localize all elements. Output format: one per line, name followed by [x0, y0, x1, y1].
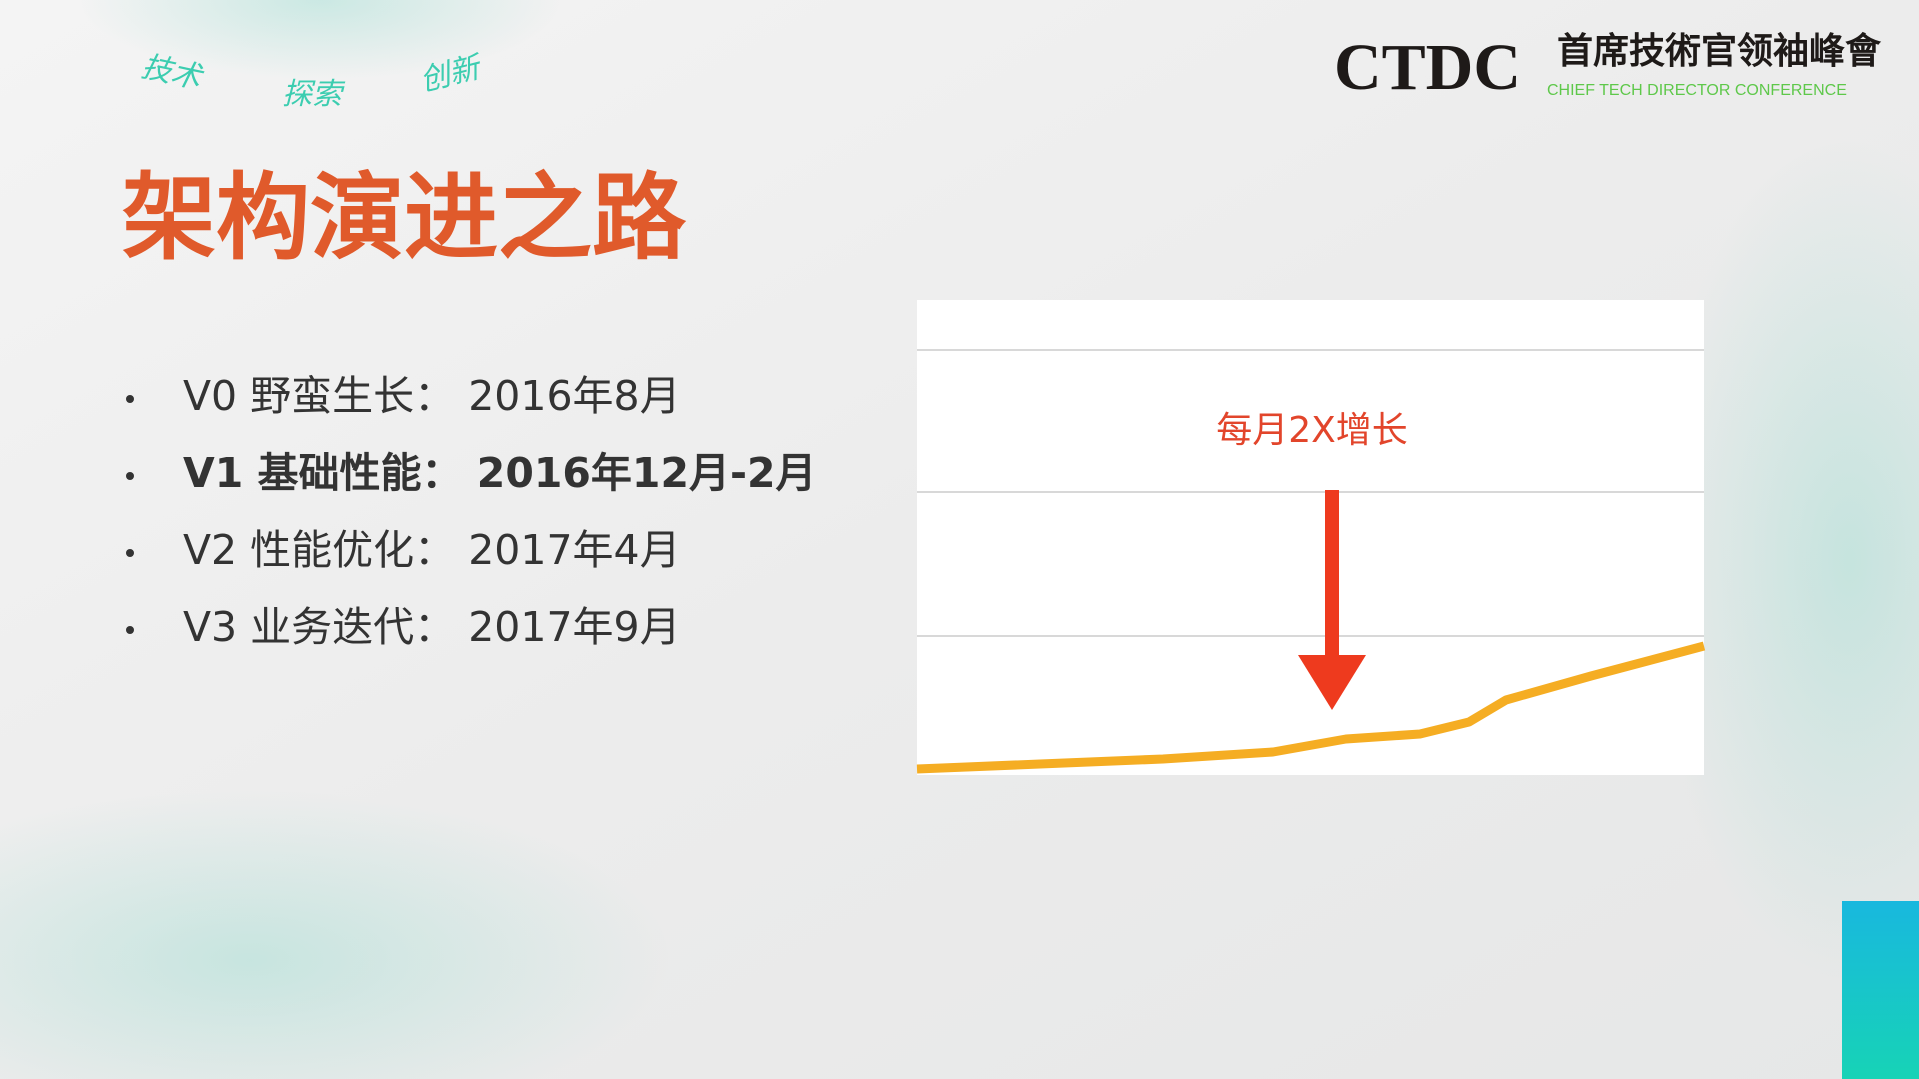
bullet-text: V2 性能优化： 2017年4月: [183, 526, 681, 574]
bullet-text: V0 野蛮生长： 2016年8月: [183, 372, 681, 420]
decoration: [80, 0, 560, 80]
logo-english: CHIEF TECH DIRECTOR CONFERENCE: [1547, 82, 1847, 99]
bullet-text: V3 业务迭代： 2017年9月: [183, 603, 681, 651]
chart-image: 每月2X增长: [916, 300, 1706, 775]
chart-annotation: 每月2X增长: [1216, 410, 1408, 451]
decoration: [1650, 140, 1919, 980]
logo-chinese: 首席技術官领袖峰會: [1557, 30, 1882, 72]
bullet-list: V0 野蛮生长： 2016年8月 V1 基础性能： 2016年12月-2月 V2 性…: [126, 372, 817, 651]
bullet-dot: [126, 549, 134, 557]
chart-background: [917, 300, 1704, 775]
corner-block: [1842, 901, 1919, 1079]
slide-title: 架构演进之路: [122, 164, 687, 273]
slogan-word: 探索: [282, 77, 346, 112]
logo-name: CTDC: [1334, 31, 1521, 104]
bullet-dot: [126, 626, 134, 634]
arrow-head: [1298, 655, 1366, 710]
decoration: [0, 790, 670, 1079]
bullet-text: V1 基础性能： 2016年12月-2月: [183, 449, 817, 497]
bullet-dot: [126, 472, 134, 480]
growth-line: [916, 641, 1706, 774]
bullet-dot: [126, 395, 134, 403]
arrow-shaft: [1325, 490, 1339, 660]
